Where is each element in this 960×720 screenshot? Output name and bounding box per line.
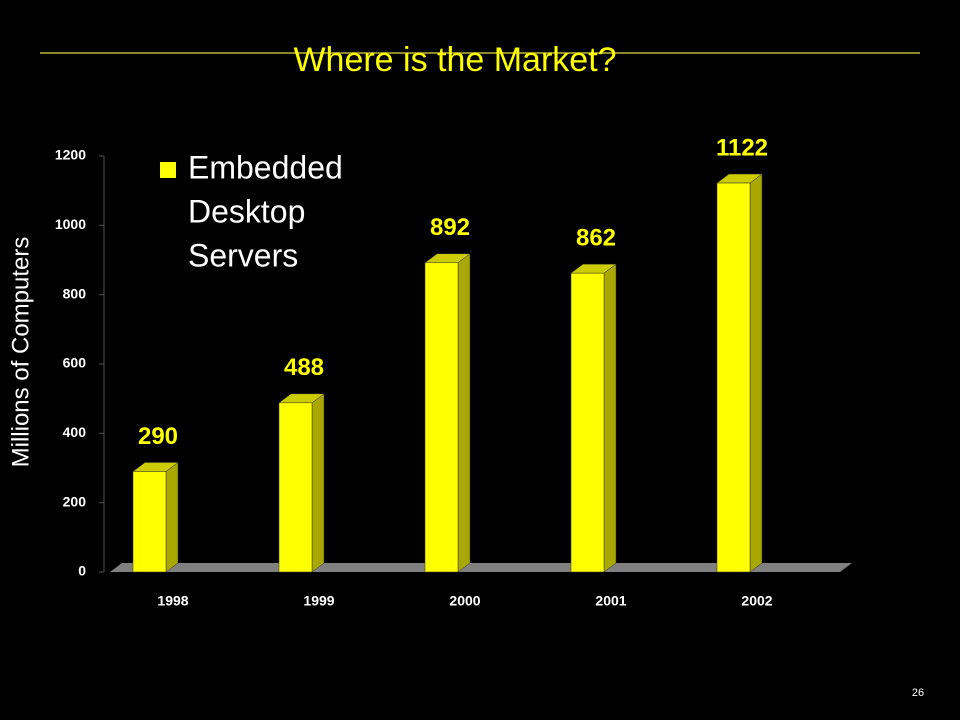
y-tick-label: 1000 xyxy=(55,216,86,232)
x-tick-label: 2000 xyxy=(449,593,480,609)
legend-marker xyxy=(160,162,176,178)
x-tick-label: 2001 xyxy=(595,593,626,609)
value-label: 892 xyxy=(430,214,470,241)
legend-label: Embedded xyxy=(188,149,343,185)
bar xyxy=(570,272,605,573)
value-label: 1122 xyxy=(716,134,768,161)
legend-label: Desktop xyxy=(188,193,305,229)
bar-side xyxy=(165,461,179,573)
y-tick-label: 0 xyxy=(78,563,86,579)
x-tick-label: 2002 xyxy=(741,593,772,609)
legend-label: Servers xyxy=(188,237,298,273)
bar xyxy=(132,471,167,573)
bar-side xyxy=(749,173,763,573)
y-axis-label: Millions of Computers xyxy=(7,237,34,468)
legend-marker xyxy=(160,250,176,266)
chart-title: Where is the Market? xyxy=(293,41,616,79)
legend-marker xyxy=(160,206,176,222)
value-label: 488 xyxy=(284,354,324,381)
bar-side xyxy=(311,393,325,573)
slide-number: 26 xyxy=(912,687,924,699)
x-tick-label: 1998 xyxy=(157,593,188,609)
bar-side xyxy=(457,253,471,573)
value-label: 862 xyxy=(576,225,616,252)
y-tick-label: 200 xyxy=(63,493,87,509)
y-tick-label: 400 xyxy=(63,424,87,440)
bar xyxy=(278,402,313,573)
value-label: 290 xyxy=(138,423,178,450)
x-tick-label: 1999 xyxy=(303,593,334,609)
y-tick-label: 600 xyxy=(63,355,87,371)
y-tick-label: 800 xyxy=(63,285,87,301)
y-tick-label: 1200 xyxy=(55,147,86,163)
bar xyxy=(424,262,459,573)
bar xyxy=(716,182,751,573)
bar-side xyxy=(603,263,617,573)
